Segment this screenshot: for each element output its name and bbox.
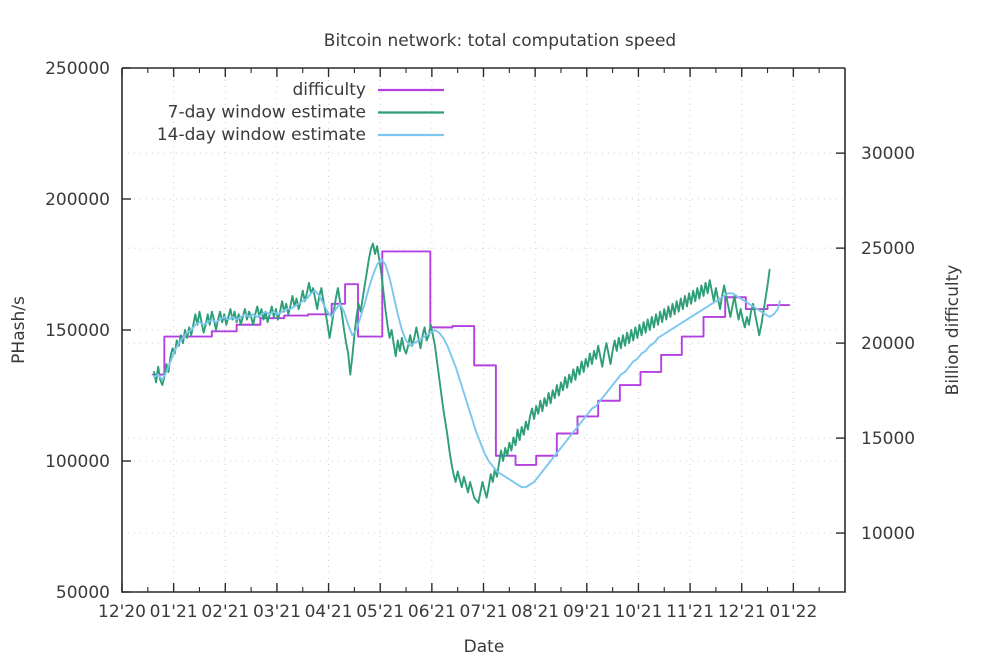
y-tick-label: 100000 [45, 452, 110, 472]
chart-title: Bitcoin network: total computation speed [324, 31, 676, 51]
legend-label-1: 7-day window estimate [168, 103, 366, 123]
x-tick-label: 12'21 [718, 602, 766, 622]
x-axis-title: Date [464, 637, 505, 657]
x-tick-label: 06'21 [408, 602, 456, 622]
ticks-layer [121, 67, 845, 593]
y-axis-title: PHash/s [9, 296, 29, 364]
y2-tick-label: 15000 [861, 429, 915, 449]
legend-label-2: 14-day window estimate [157, 125, 366, 145]
x-tick-label: 10'21 [614, 602, 662, 622]
x-tick-label: 12'20 [98, 602, 146, 622]
y2-tick-label: 25000 [861, 239, 915, 259]
x-tick-label: 08'21 [511, 602, 559, 622]
x-tick-label: 05'21 [356, 602, 404, 622]
series-layer [152, 242, 791, 504]
x-tick-label: 11'21 [666, 602, 714, 622]
series-line-14-day-window-estimate [153, 258, 781, 489]
y2-tick-label: 30000 [861, 144, 915, 164]
legend-label-0: difficulty [292, 80, 366, 100]
y2-axis-title: Billion difficulty [943, 265, 963, 396]
x-tick-label: 07'21 [460, 602, 508, 622]
y-tick-label: 50000 [56, 583, 110, 603]
x-tick-label: 04'21 [305, 602, 353, 622]
series-line-difficulty [152, 250, 791, 466]
x-tick-label: 03'21 [253, 602, 301, 622]
series-line-7-day-window-estimate [153, 242, 771, 504]
y-tick-label: 200000 [45, 190, 110, 210]
x-tick-label: 02'21 [201, 602, 249, 622]
x-tick-label: 01'22 [769, 602, 817, 622]
y-tick-label: 150000 [45, 321, 110, 341]
y2-tick-label: 10000 [861, 524, 915, 544]
x-tick-label: 01'21 [150, 602, 198, 622]
y-tick-label: 250000 [45, 59, 110, 79]
tick-labels-layer: 12'20 01'21 02'21 03'21 04'21 05'21 06'21 07'21… [45, 59, 915, 622]
y2-tick-label: 20000 [861, 334, 915, 354]
x-tick-label: 09'21 [563, 602, 611, 622]
gridlines [122, 68, 845, 592]
